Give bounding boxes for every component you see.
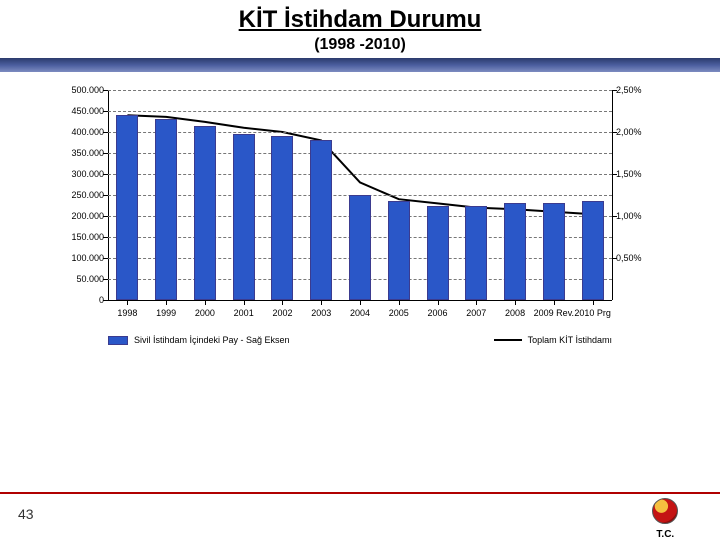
bar	[427, 206, 449, 301]
plot-region	[108, 90, 612, 300]
y-left-tick	[103, 258, 108, 259]
grid-line	[108, 174, 612, 175]
bar	[310, 140, 332, 300]
y-left-label: 250.000	[60, 190, 104, 200]
x-tick	[205, 300, 206, 305]
legend-bar-label: Sivil İstihdam İçindeki Pay - Sağ Eksen	[134, 335, 290, 345]
legend: Sivil İstihdam İçindeki Pay - Sağ Eksen …	[108, 335, 612, 345]
grid-line	[108, 153, 612, 154]
y-left-label: 100.000	[60, 253, 104, 263]
y-left-label: 150.000	[60, 232, 104, 242]
y-left-tick	[103, 216, 108, 217]
x-label: 2007	[466, 308, 486, 318]
y-right-label: 2,00%	[616, 127, 660, 137]
bar	[582, 201, 604, 300]
x-label: 2005	[389, 308, 409, 318]
y-left-tick	[103, 153, 108, 154]
y-left-tick	[103, 279, 108, 280]
footer: 43 T.C. Başbakanlık Hazine Müsteşarlığı	[0, 492, 720, 540]
footer-rule	[0, 492, 720, 494]
x-label: 1998	[117, 308, 137, 318]
y-right-tick	[612, 216, 617, 217]
y-right-label: 1,00%	[616, 211, 660, 221]
y-left-tick	[103, 195, 108, 196]
x-tick	[321, 300, 322, 305]
y-left-tick	[103, 237, 108, 238]
bar	[388, 201, 410, 300]
x-label: 2009 Rev.	[534, 308, 574, 318]
x-label: 2010 Prg	[574, 308, 611, 318]
x-label: 2004	[350, 308, 370, 318]
y-left-label: 350.000	[60, 148, 104, 158]
y-left-tick	[103, 174, 108, 175]
bar	[271, 136, 293, 300]
y-left-label: 400.000	[60, 127, 104, 137]
y-right-label: 1,50%	[616, 169, 660, 179]
x-label: 2000	[195, 308, 215, 318]
x-tick	[515, 300, 516, 305]
grid-line	[108, 132, 612, 133]
x-tick	[282, 300, 283, 305]
legend-bar: Sivil İstihdam İçindeki Pay - Sağ Eksen	[108, 335, 290, 345]
y-right-tick	[612, 258, 617, 259]
grid-line	[108, 111, 612, 112]
x-tick	[476, 300, 477, 305]
bar	[155, 119, 177, 300]
x-tick	[127, 300, 128, 305]
x-tick	[438, 300, 439, 305]
page-number: 43	[18, 506, 34, 522]
y-right-label: 2,50%	[616, 85, 660, 95]
y-right-tick	[612, 132, 617, 133]
y-left-tick	[103, 300, 108, 301]
slide: KİT İstihdam Durumu (1998 -2010) Sivil İ…	[0, 0, 720, 540]
y-left-label: 50.000	[60, 274, 104, 284]
grid-line	[108, 90, 612, 91]
header-band	[0, 58, 720, 72]
x-label: 2002	[272, 308, 292, 318]
y-left-label: 450.000	[60, 106, 104, 116]
x-tick	[166, 300, 167, 305]
y-left-tick	[103, 111, 108, 112]
line-swatch-icon	[494, 339, 522, 341]
y-left-tick	[103, 132, 108, 133]
y-left-label: 500.000	[60, 85, 104, 95]
x-label: 2008	[505, 308, 525, 318]
bar	[116, 115, 138, 300]
y-axis-right	[612, 90, 613, 300]
x-label: 2006	[428, 308, 448, 318]
x-tick	[554, 300, 555, 305]
y-right-tick	[612, 90, 617, 91]
y-right-label: 0,50%	[616, 253, 660, 263]
slide-title: KİT İstihdam Durumu	[0, 0, 720, 34]
bar	[233, 134, 255, 300]
bar	[543, 203, 565, 300]
x-label: 2001	[234, 308, 254, 318]
legend-line: Toplam KİT İstihdamı	[494, 335, 612, 345]
bar	[504, 203, 526, 300]
x-tick	[360, 300, 361, 305]
chart-area: Sivil İstihdam İçindeki Pay - Sağ Eksen …	[60, 90, 660, 350]
org-line1: T.C.	[656, 529, 674, 540]
bar	[349, 195, 371, 300]
bar	[465, 206, 487, 301]
x-label: 2003	[311, 308, 331, 318]
x-tick	[399, 300, 400, 305]
y-left-label: 200.000	[60, 211, 104, 221]
bar	[194, 126, 216, 300]
y-right-tick	[612, 174, 617, 175]
x-label: 1999	[156, 308, 176, 318]
x-tick	[244, 300, 245, 305]
legend-line-label: Toplam KİT İstihdamı	[528, 335, 612, 345]
y-left-label: 0	[60, 295, 104, 305]
x-tick	[593, 300, 594, 305]
y-left-label: 300.000	[60, 169, 104, 179]
bar-swatch-icon	[108, 336, 128, 345]
slide-subtitle: (1998 -2010)	[0, 36, 720, 54]
y-left-tick	[103, 90, 108, 91]
org-block: T.C. Başbakanlık Hazine Müsteşarlığı	[619, 498, 712, 540]
emblem-icon	[652, 498, 678, 524]
